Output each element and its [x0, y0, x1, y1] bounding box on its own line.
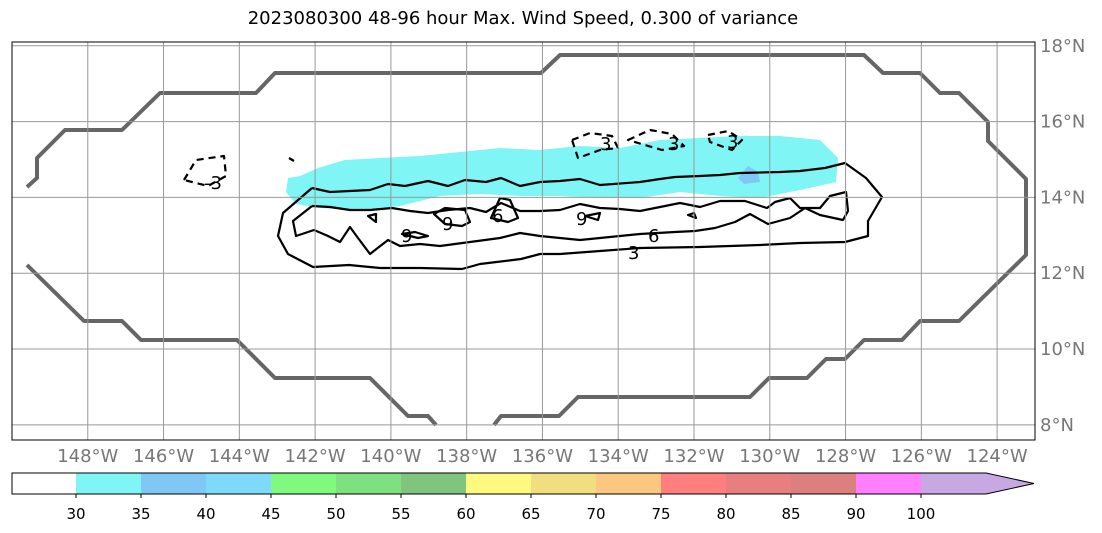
lon-tick-labels: 148°W 146°W 144°W 142°W 140°W 138°W 136°W 134°W…: [57, 446, 1028, 467]
contour-label-9-a: 9: [442, 214, 453, 235]
colorbar-tick-label: 45: [261, 505, 280, 523]
lat-tick-label: 18°N: [1040, 36, 1085, 57]
lat-tick-label: 12°N: [1040, 263, 1085, 284]
colorbar-tick-label: 100: [907, 505, 936, 523]
lon-tick-label: 146°W: [133, 446, 194, 467]
contour-label-group: 3 6 9 6 9 9 3 3 3 3 -3: [204, 132, 738, 264]
colorbar-tick-label: 30: [66, 505, 85, 523]
lat-tick-label: 14°N: [1040, 187, 1085, 208]
lon-tick-label: 138°W: [436, 446, 497, 467]
lon-tick-label: 130°W: [739, 446, 800, 467]
contour-9-a: [366, 212, 378, 224]
colorbar-tick-label: 70: [586, 505, 605, 523]
colorbar-tick-label: 85: [781, 505, 800, 523]
colorbar-segment: [206, 473, 271, 494]
lon-tick-label: 144°W: [209, 446, 270, 467]
lat-tick-label: 16°N: [1040, 112, 1085, 133]
wind-shade-30-35: [286, 136, 838, 210]
lon-tick-label: 136°W: [512, 446, 573, 467]
colorbar-outline: [11, 472, 1035, 495]
contour-label-3-b: 3: [668, 134, 679, 155]
colorbar-segment-below: [12, 473, 76, 494]
colorbar-segment: [726, 473, 791, 494]
colorbar-segment: [141, 473, 206, 494]
colorbar-segment: [271, 473, 336, 494]
lon-tick-label: 148°W: [57, 446, 118, 467]
dashed-contour-3-c: [706, 129, 744, 152]
colorbar-tick-label: 60: [456, 505, 475, 523]
lon-tick-label: 126°W: [891, 446, 952, 467]
forecast-cone-outline: [25, 53, 1028, 427]
contour-3: [276, 161, 884, 271]
contour-label-6-b: 6: [492, 206, 503, 227]
colorbar: 30 35 40 45 50 55 60 65 70 75 80 85 90 100: [11, 472, 1035, 523]
wind-shade-35-40: [738, 166, 760, 184]
colorbar-tick-label: 50: [326, 505, 345, 523]
contour-9-b: [432, 206, 472, 228]
colorbar-tick-label: 35: [131, 505, 150, 523]
colorbar-segment: [791, 473, 856, 494]
chart-title: 2023080300 48-96 hour Max. Wind Speed, 0…: [247, 8, 799, 29]
lon-tick-label: 142°W: [285, 446, 346, 467]
colorbar-segment: [336, 473, 401, 494]
gridlines: [12, 42, 1035, 440]
colorbar-segment: [856, 473, 921, 494]
colorbar-segment: [76, 473, 141, 494]
map-frame: [11, 41, 1036, 441]
contour-label-9-b: 9: [401, 226, 412, 247]
colorbar-tick-label: 65: [521, 505, 540, 523]
contour-9-f: [686, 211, 698, 220]
contour-label-3: 3: [628, 243, 639, 264]
colorbar-tick-label: 90: [846, 505, 865, 523]
colorbar-segment-extend: [921, 473, 1034, 494]
contour-label-6: 6: [648, 226, 659, 247]
colorbar-tick-label: 75: [651, 505, 670, 523]
contour-9-d: [400, 230, 430, 240]
contour-label-3-c: 3: [727, 132, 738, 153]
colorbar-tick-label: 55: [391, 505, 410, 523]
lon-tick-label: 134°W: [588, 446, 649, 467]
lon-tick-label: 128°W: [815, 446, 876, 467]
contour-small-dot: [288, 157, 295, 162]
colorbar-segment: [401, 473, 466, 494]
colorbar-segment: [531, 473, 596, 494]
colorbar-tick-label: 80: [716, 505, 735, 523]
colorbar-segment: [661, 473, 726, 494]
lon-tick-label: 124°W: [967, 446, 1028, 467]
contour-label-3-a: 3: [600, 134, 611, 155]
lat-tick-label: 8°N: [1040, 415, 1074, 436]
lon-tick-label: 132°W: [663, 446, 724, 467]
colorbar-segment: [466, 473, 531, 494]
contour-9-c: [489, 196, 520, 224]
contour-9-e: [583, 211, 602, 222]
lat-tick-labels: 8°N 10°N 12°N 14°N 16°N 18°N: [1040, 36, 1085, 436]
contour-label-neg3: -3: [204, 173, 222, 194]
dashed-contour-neg3: [182, 154, 228, 188]
colorbar-tick-label: 40: [196, 505, 215, 523]
lon-tick-label: 140°W: [360, 446, 421, 467]
lat-tick-label: 10°N: [1040, 339, 1085, 360]
colorbar-segment: [596, 473, 661, 494]
contour-label-9-c: 9: [576, 209, 587, 230]
forecast-cone-outline-lower: [25, 263, 438, 427]
